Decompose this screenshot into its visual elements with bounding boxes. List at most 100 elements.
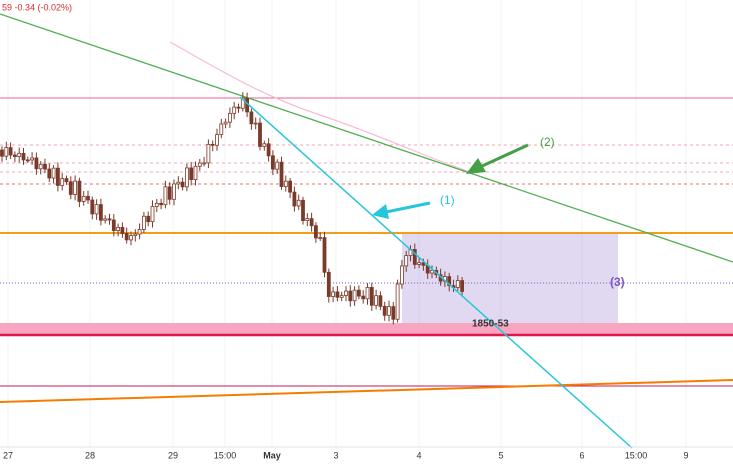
- candle-body: [103, 218, 108, 221]
- candle-body: [365, 287, 370, 300]
- candle-body: [369, 287, 374, 306]
- candle-body: [348, 290, 353, 302]
- candle-body: [189, 167, 194, 180]
- candle-body: [64, 178, 69, 183]
- candle-body: [197, 162, 202, 167]
- candle-body: [331, 291, 336, 297]
- candle-body: [111, 219, 116, 231]
- candle-body: [4, 147, 9, 157]
- x-tick-label: 15:00: [214, 450, 237, 460]
- candle-body: [202, 162, 207, 165]
- candle-body: [382, 305, 387, 316]
- candle-body: [163, 186, 168, 206]
- candle-body: [352, 289, 357, 302]
- candle-body: [17, 152, 22, 157]
- candle-body: [176, 181, 181, 185]
- candle-body: [223, 121, 228, 125]
- candle-body: [391, 306, 396, 320]
- candle-body: [150, 205, 155, 223]
- candle-body: [236, 106, 241, 109]
- candle-body: [206, 143, 211, 164]
- annotation: (3): [610, 275, 625, 289]
- candle-body: [146, 215, 151, 223]
- candle-body: [184, 167, 189, 188]
- candle-body: [172, 183, 176, 200]
- candle-body: [154, 202, 159, 207]
- x-tick-label: 6: [579, 450, 584, 460]
- candle-body: [296, 199, 301, 207]
- x-tick-label: 5: [498, 450, 503, 460]
- trend-line: [0, 379, 733, 403]
- candle-body: [387, 306, 391, 316]
- candle-body: [34, 157, 39, 170]
- candle-body: [94, 204, 99, 215]
- candle-body: [86, 195, 90, 201]
- candle-body: [447, 276, 452, 287]
- candle-body: [249, 111, 254, 125]
- candle-body: [56, 167, 60, 186]
- candle-body: [417, 262, 422, 265]
- candle-body: [399, 265, 404, 285]
- candle-body: [412, 249, 417, 265]
- candle-body: [141, 215, 146, 230]
- candle-body: [301, 199, 305, 221]
- candle-body: [322, 237, 327, 273]
- candle-body: [193, 165, 198, 180]
- candle-body: [283, 180, 288, 187]
- candle-body: [38, 163, 43, 170]
- candle-body: [266, 143, 271, 157]
- x-tick-label: 15:00: [625, 450, 648, 460]
- candle-body: [309, 218, 314, 227]
- grid: [7, 0, 687, 447]
- trend-line: [239, 96, 633, 449]
- candle-body: [180, 181, 185, 188]
- candle-body: [395, 283, 400, 320]
- candle-body: [116, 227, 120, 231]
- candle-body: [77, 180, 82, 202]
- annotation: (1): [440, 193, 455, 207]
- candle-body: [215, 134, 219, 146]
- candle-body: [378, 295, 383, 307]
- x-tick-label: 9: [683, 450, 688, 460]
- candle-body: [129, 235, 133, 241]
- projection-box: [402, 233, 618, 323]
- candle-body: [262, 143, 267, 147]
- candle-body: [361, 295, 366, 300]
- candle-body: [124, 233, 129, 241]
- candle-body: [73, 180, 77, 195]
- candle-body: [344, 290, 348, 296]
- candle-body: [0, 149, 4, 157]
- candle-body: [421, 262, 426, 266]
- support-zone: [0, 323, 733, 334]
- candle-body: [430, 269, 434, 274]
- candle-body: [288, 180, 293, 193]
- candle-body: [43, 163, 47, 170]
- candle-body: [279, 161, 284, 187]
- quote-header: 59 -0.34 (-0.02%): [2, 2, 72, 12]
- candle-body: [318, 237, 323, 240]
- x-tick-label: 27: [3, 450, 13, 460]
- candle-body: [51, 167, 56, 179]
- candle-body: [12, 154, 17, 157]
- x-tick-label: 4: [416, 450, 421, 460]
- candle-body: [240, 97, 245, 109]
- candle-body: [8, 147, 13, 156]
- x-tick-label: 28: [85, 450, 95, 460]
- candle-body: [90, 199, 95, 215]
- candle-body: [258, 122, 262, 147]
- arrow: [372, 201, 431, 219]
- candle-body: [232, 106, 237, 114]
- candle-body: [335, 291, 340, 298]
- candle-body: [326, 271, 331, 297]
- annotation: (2): [540, 135, 555, 149]
- candle-body: [292, 191, 297, 207]
- candle-body: [120, 227, 125, 234]
- candle-body: [81, 195, 86, 202]
- candle-body: [21, 152, 26, 161]
- candle-body: [133, 233, 138, 236]
- candle-body: [253, 122, 258, 125]
- candle-body: [25, 159, 30, 162]
- candle-body: [305, 218, 310, 221]
- candle-body: [99, 204, 103, 221]
